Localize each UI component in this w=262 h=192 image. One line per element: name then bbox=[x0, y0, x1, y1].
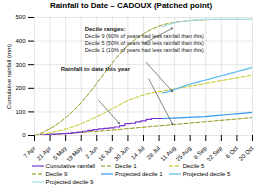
svg-text:19 May: 19 May bbox=[65, 145, 83, 161]
html-text:Projected decile 5: Projected decile 5 bbox=[182, 171, 231, 177]
svg-text:25 Aug: 25 Aug bbox=[175, 145, 192, 161]
svg-text:7 Apr: 7 Apr bbox=[22, 145, 36, 159]
html-text:Cumulative rainfall: Cumulative rainfall bbox=[45, 163, 95, 169]
svg-text:30 Jun: 30 Jun bbox=[113, 145, 130, 161]
svg-text:20 Oct: 20 Oct bbox=[238, 145, 255, 161]
svg-text:400: 400 bbox=[15, 38, 26, 44]
html-text:Rainfall to Date – CADOUX (Pat: Rainfall to Date – CADOUX (Patched point… bbox=[49, 1, 213, 10]
html-text:Decile 5: Decile 5 bbox=[182, 163, 205, 169]
svg-text:200: 200 bbox=[15, 85, 26, 91]
svg-text:Decile 5 (50% of years had les: Decile 5 (50% of years had less rainfall… bbox=[85, 40, 204, 46]
svg-text:6 Oct: 6 Oct bbox=[224, 145, 239, 160]
svg-text:28 Jul: 28 Jul bbox=[145, 145, 162, 161]
svg-text:8 Sep: 8 Sep bbox=[192, 145, 208, 161]
svg-text:500: 500 bbox=[15, 14, 26, 20]
svg-text:5 May: 5 May bbox=[51, 145, 68, 161]
svg-text:Cumulative rainfall (mm): Cumulative rainfall (mm) bbox=[6, 44, 12, 109]
svg-text:300: 300 bbox=[15, 62, 26, 68]
svg-text:Decile 1 (10% of years had les: Decile 1 (10% of years had less rainfall… bbox=[85, 47, 204, 53]
html-text:Projected decile 9: Projected decile 9 bbox=[45, 179, 94, 185]
svg-text:22 Sep: 22 Sep bbox=[206, 145, 224, 161]
svg-text:21 Apr: 21 Apr bbox=[36, 145, 53, 161]
svg-text:Rainfall to date this year: Rainfall to date this year bbox=[61, 66, 131, 72]
svg-text:Decile 9 (90% of years had les: Decile 9 (90% of years had less rainfall… bbox=[85, 33, 204, 39]
svg-text:14 Jul: 14 Jul bbox=[130, 145, 146, 161]
svg-text:16 Jun: 16 Jun bbox=[97, 145, 114, 161]
svg-text:0: 0 bbox=[22, 132, 26, 138]
svg-text:Decile ranges:: Decile ranges: bbox=[85, 26, 126, 32]
html-text:Projected decile 1: Projected decile 1 bbox=[115, 171, 163, 177]
svg-text:100: 100 bbox=[15, 109, 26, 115]
html-text:Decile 9: Decile 9 bbox=[45, 171, 68, 177]
html-text:Decile 1: Decile 1 bbox=[115, 163, 137, 169]
svg-text:2 Jun: 2 Jun bbox=[84, 145, 99, 160]
